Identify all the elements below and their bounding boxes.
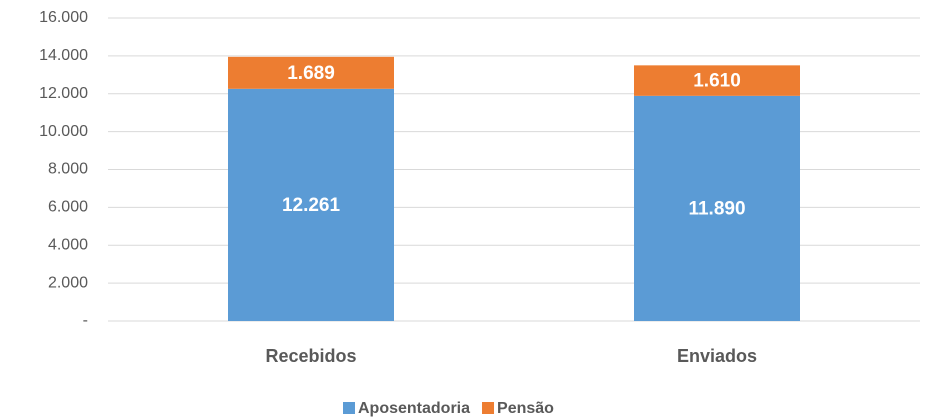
y-tick-label: 14.000 <box>39 47 88 64</box>
y-tick-label: 8.000 <box>48 161 88 178</box>
y-tick-label: - <box>83 312 88 329</box>
legend-label: Pensão <box>497 400 554 417</box>
legend-swatch <box>343 402 355 414</box>
data-label: 12.261 <box>282 195 341 216</box>
y-tick-label: 6.000 <box>48 199 88 216</box>
y-tick-label: 10.000 <box>39 123 88 140</box>
bar-segment <box>634 65 800 96</box>
y-tick-label: 4.000 <box>48 236 88 253</box>
y-tick-label: 12.000 <box>39 85 88 102</box>
bar-segment <box>228 88 394 321</box>
x-tick-label: Enviados <box>677 346 757 366</box>
bar-segment <box>228 56 394 89</box>
x-tick-label: Recebidos <box>265 346 356 366</box>
data-label: 1.689 <box>287 63 335 84</box>
bar-segment <box>634 95 800 321</box>
data-label: 1.610 <box>693 71 741 92</box>
y-tick-label: 2.000 <box>48 274 88 291</box>
legend-label: Aposentadoria <box>358 400 470 417</box>
legend-swatch <box>482 402 495 414</box>
data-label: 11.890 <box>688 198 745 219</box>
y-tick-label: 16.000 <box>39 9 88 26</box>
